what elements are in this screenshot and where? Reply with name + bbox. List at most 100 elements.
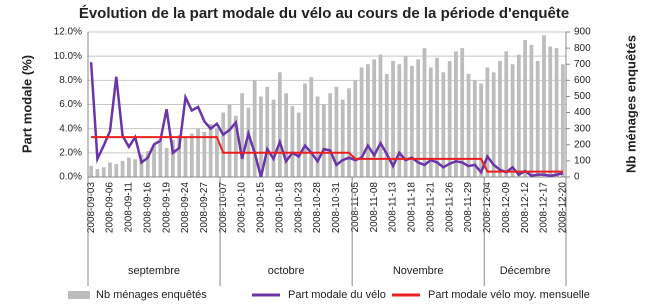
bar: [277, 72, 282, 177]
y-tick-label: 4.0%: [59, 123, 82, 134]
y-tick-label: 6.0%: [59, 99, 82, 110]
x-tick-label: 2008-09-19: [161, 182, 172, 234]
y2-tick-label: 200: [574, 139, 591, 150]
bar: [189, 133, 194, 177]
x-tick-label: 2008-09-06: [105, 182, 116, 234]
bar: [422, 48, 427, 177]
bar: [548, 46, 553, 177]
bar: [271, 99, 276, 177]
chart-title: Évolution de la part modale du vélo au c…: [79, 5, 569, 22]
bar: [89, 165, 94, 177]
x-tick-label: 2008-10-15: [256, 182, 267, 234]
bar: [397, 64, 402, 177]
x-tick-label: 2008-11-05: [350, 182, 361, 233]
y-tick-label: 10.0%: [54, 51, 82, 62]
bar: [498, 61, 502, 177]
x-tick-label: 2008-11-08: [369, 182, 380, 233]
bar: [466, 73, 471, 177]
y2-tick-label: 400: [574, 107, 591, 118]
bar: [435, 57, 439, 177]
legend-label: Part modale du vélo: [288, 289, 386, 301]
bar: [158, 141, 163, 177]
x-tick-label: 2008-11-18: [407, 182, 418, 233]
bar: [410, 65, 414, 177]
x-tick-label: 2008-09-24: [180, 182, 191, 234]
y2-tick-label: 800: [574, 43, 591, 54]
bar: [523, 40, 528, 177]
x-tick-label: 2008-11-26: [444, 182, 455, 233]
bar: [372, 59, 377, 178]
month-label: octobre: [268, 265, 305, 277]
x-tick-label: 2008-10-31: [331, 182, 342, 234]
bar: [334, 86, 339, 177]
x-tick-label: 2008-12-12: [520, 182, 531, 234]
x-tick-label: 2008-09-11: [124, 182, 135, 233]
bar: [284, 93, 289, 177]
x-tick-label: 2008-10-28: [312, 182, 323, 234]
y2-tick-label: 100: [574, 156, 591, 167]
y2-tick-label: 500: [574, 91, 591, 102]
y2-tick-label: 0: [574, 172, 580, 183]
bar: [177, 135, 182, 177]
bar: [233, 115, 238, 177]
bar: [384, 73, 389, 177]
bar: [441, 72, 446, 177]
bar: [139, 154, 144, 177]
x-tick-label: 2008-11-13: [388, 182, 399, 233]
month-label: Novembre: [393, 265, 444, 277]
bar: [403, 56, 408, 177]
bar: [145, 151, 150, 177]
y2-axis-label: Nb ménages enquêtés: [623, 35, 638, 173]
bar: [328, 93, 333, 177]
bar: [221, 112, 226, 177]
bar: [152, 144, 156, 177]
month-label: septembre: [128, 265, 180, 277]
bar: [126, 157, 131, 177]
bar: [447, 61, 452, 177]
bar: [510, 64, 515, 177]
bar: [108, 162, 112, 177]
bar: [347, 88, 351, 177]
x-tick-label: 2008-12-09: [501, 182, 512, 234]
bar: [133, 159, 138, 177]
x-tick-label: 2008-12-20: [557, 182, 568, 234]
bar: [340, 99, 345, 177]
bar: [359, 67, 364, 177]
bar: [215, 128, 219, 177]
y2-tick-label: 300: [574, 123, 591, 134]
x-tick-label: 2008-09-27: [199, 182, 210, 234]
bar: [196, 128, 200, 177]
bar: [365, 64, 370, 177]
x-tick-label: 2008-10-18: [274, 182, 285, 234]
bar: [95, 168, 100, 177]
bar: [529, 44, 534, 178]
bar: [460, 48, 465, 177]
bar: [227, 104, 232, 177]
bar: [321, 104, 326, 177]
bar: [485, 67, 490, 177]
legend-label: Part modale vélo moy. mensuelle: [428, 289, 590, 301]
month-label: Décembre: [500, 265, 551, 277]
bar: [542, 35, 546, 177]
y2-tick-label: 700: [574, 59, 591, 70]
x-tick-label: 2008-11-21: [425, 182, 436, 233]
bar: [516, 54, 521, 177]
legend-swatch: [68, 291, 90, 299]
y-tick-label: 2.0%: [59, 147, 82, 158]
bar: [378, 54, 383, 177]
bar: [472, 80, 477, 177]
line: [91, 136, 563, 173]
bar: [504, 51, 509, 178]
x-tick-label: 2008-10-10: [237, 182, 248, 234]
x-tick-label: 2008-10-23: [293, 182, 304, 234]
bar: [101, 167, 106, 177]
bar: [491, 72, 496, 177]
bar: [208, 123, 213, 177]
bar: [560, 64, 565, 177]
y-tick-label: 12.0%: [54, 27, 82, 38]
bar: [353, 80, 358, 177]
bar: [259, 96, 263, 177]
bar: [479, 83, 483, 177]
bar: [428, 67, 433, 177]
y2-tick-label: 900: [574, 27, 591, 38]
